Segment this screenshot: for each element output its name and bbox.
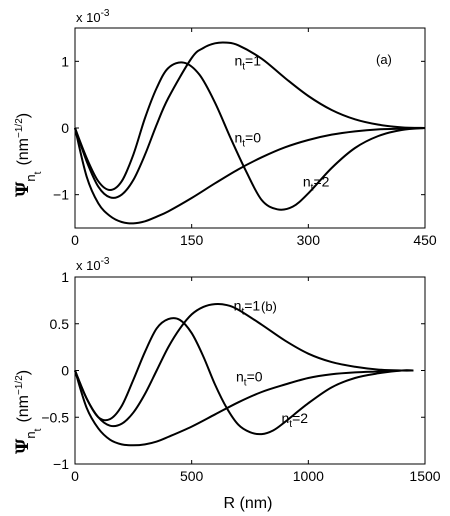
panel-b-ylabel: Ψnt(nm−1/2) <box>13 370 44 454</box>
panel-a-x-tick-label: 0 <box>71 232 79 248</box>
panel-b-series-nt1-label: nt=1 <box>234 298 261 318</box>
panel-a-series-nt2-line <box>74 61 426 211</box>
panel-a-x-tick-label: 450 <box>413 232 437 248</box>
panel-a-series-nt1-label: nt=1 <box>234 52 261 72</box>
panel-a-x-tick-label: 300 <box>297 232 321 248</box>
panel-b-x-tick-label: 0 <box>71 468 79 484</box>
svg-text:Ψnt(nm−1/2): Ψnt(nm−1/2) <box>13 370 44 454</box>
panel-b-series-nt0-line <box>74 369 414 447</box>
panel-b: x 10-3 0 500 1000 1500 −1 −0.5 0 0.5 1 nt=0 nt=1 nt… <box>13 256 441 512</box>
panel-b-y-tick-label: 0.5 <box>50 316 70 332</box>
panel-b-xlabel: R (nm) <box>224 495 273 512</box>
panel-b-x-tick-label: 500 <box>180 468 204 484</box>
panel-b-y-tick-label: −1 <box>53 456 69 472</box>
panel-a-y-tick-label: −1 <box>53 187 69 203</box>
panel-a-plot-area: 0 150 300 450 −1 0 1 nt=0 nt=1 nt=2 <box>53 27 437 248</box>
panel-b-exponent: x 10-3 <box>76 256 110 273</box>
panel-a: x 10-3 0 150 300 450 −1 0 1 nt=0 nt=1 nt=2 (a) Ψn… <box>13 8 437 248</box>
svg-text:Ψnt(nm−1/2): Ψnt(nm−1/2) <box>13 113 44 197</box>
panel-a-exponent: x 10-3 <box>76 8 110 25</box>
panel-b-x-tick-label: 1500 <box>409 468 440 484</box>
panel-a-y-tick-label: 1 <box>61 53 69 69</box>
panel-a-x-tick-label: 150 <box>180 232 204 248</box>
panel-b-series-nt2-line <box>74 317 414 436</box>
panel-a-series-nt2-label: nt=2 <box>303 174 330 194</box>
panel-b-series-nt0-label: nt=0 <box>236 369 263 389</box>
panel-b-y-tick-label: 0 <box>61 363 69 379</box>
panel-a-series-nt0-label: nt=0 <box>234 130 261 150</box>
panel-a-ylabel: Ψnt(nm−1/2) <box>13 113 44 197</box>
panel-a-tag: (a) <box>376 52 392 67</box>
panel-a-series-nt1-line <box>74 41 426 199</box>
panel-b-series-nt1-line <box>74 302 414 428</box>
panel-a-y-tick-label: 0 <box>61 120 69 136</box>
panel-b-y-tick-label: −0.5 <box>41 409 69 425</box>
panel-b-tag: (b) <box>261 299 277 314</box>
panel-b-y-tick-label: 1 <box>61 269 69 285</box>
panel-a-series-nt0-line <box>74 127 426 225</box>
panel-b-plot-area: 0 500 1000 1500 −1 −0.5 0 0.5 1 nt=0 nt=1 nt=2 <box>41 269 440 484</box>
panel-b-x-tick-label: 1000 <box>293 468 324 484</box>
panel-b-series-nt2-label: nt=2 <box>282 410 309 430</box>
